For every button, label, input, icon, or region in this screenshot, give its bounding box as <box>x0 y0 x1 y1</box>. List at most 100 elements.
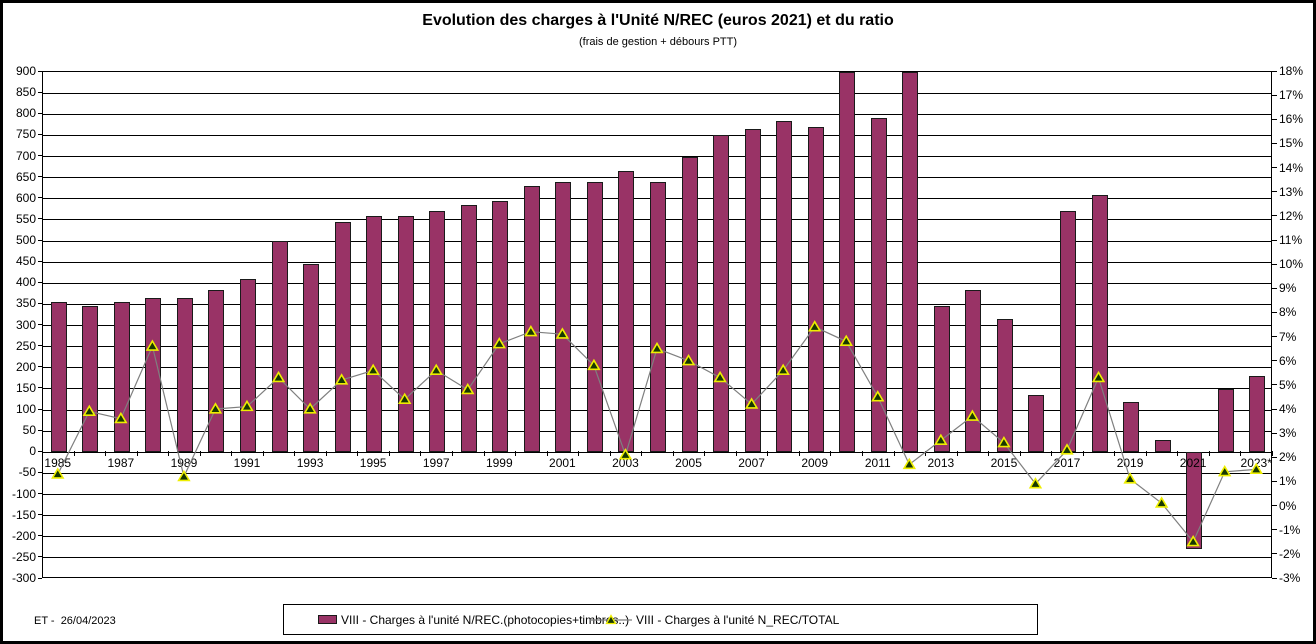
x-axis-label-2003: 2003 <box>612 456 639 471</box>
x-axis-tick <box>578 451 580 457</box>
y-axis-tick-left <box>38 302 42 304</box>
gridline <box>43 472 1271 474</box>
bar-1998 <box>460 205 477 453</box>
x-axis-tick <box>73 451 75 457</box>
plot-area <box>42 71 1272 578</box>
y-axis-tick-left <box>38 471 42 473</box>
line-series-marker-icon <box>590 613 632 624</box>
y-axis-label-left: 550 <box>15 211 36 226</box>
bar-1990 <box>208 289 225 453</box>
x-axis-label-2013: 2013 <box>927 456 955 471</box>
y-axis-label-left: 50 <box>22 423 36 438</box>
y-axis-tick-right <box>1272 577 1277 579</box>
legend: VIII - Charges à l'unité N/REC.(photocop… <box>283 604 1038 635</box>
x-axis-tick <box>862 451 863 457</box>
bar-2023 <box>1249 376 1266 453</box>
y-axis-tick-left <box>38 197 42 199</box>
x-axis-tick <box>672 451 674 457</box>
legend-item-line: VIII - Charges à l'unité N_REC/TOTAL <box>590 605 839 634</box>
y-axis-label-left: 700 <box>15 148 36 163</box>
x-axis-tick <box>893 451 895 457</box>
x-axis-tick <box>231 451 233 457</box>
x-axis-tick <box>105 451 107 457</box>
y-axis-tick-right <box>1272 94 1277 96</box>
bar-2015 <box>996 319 1013 453</box>
x-axis-tick <box>1082 451 1084 457</box>
y-axis-tick-right <box>1272 360 1277 362</box>
x-axis-label-1993: 1993 <box>296 456 324 471</box>
y-axis-label-left: -50 <box>18 465 36 480</box>
y-axis-tick-right <box>1272 142 1277 144</box>
y-axis-label-left: 650 <box>15 169 36 184</box>
y-axis-label-left: 200 <box>15 359 36 374</box>
y-axis-tick-right <box>1272 118 1277 120</box>
bar-1997 <box>429 211 446 453</box>
bar-2012 <box>902 72 919 453</box>
y-axis-label-right: 15% <box>1279 136 1304 151</box>
x-axis-tick <box>1019 451 1021 457</box>
y-axis-tick-left <box>38 324 42 325</box>
bar-2000 <box>523 186 540 453</box>
gridline <box>43 494 1271 495</box>
bar-1986 <box>82 306 99 453</box>
bar-2009 <box>807 126 824 453</box>
y-axis-tick-right <box>1272 311 1277 313</box>
y-axis-tick-right <box>1272 287 1277 289</box>
x-axis-tick <box>357 451 359 457</box>
x-axis-label-2007: 2007 <box>738 456 765 471</box>
bar-2001 <box>555 181 572 453</box>
x-axis-tick <box>1177 451 1179 457</box>
gridline <box>43 156 1271 157</box>
y-axis-tick-right <box>1272 456 1277 458</box>
y-axis-tick-left <box>38 577 42 579</box>
y-axis-tick-right <box>1272 70 1277 72</box>
y-axis-label-left: 850 <box>15 85 36 100</box>
bar-2003 <box>618 171 635 453</box>
y-axis-tick-left <box>38 408 42 410</box>
bar-1989 <box>176 298 193 453</box>
y-axis-label-right: 17% <box>1279 88 1304 103</box>
y-axis-tick-right <box>1272 191 1277 193</box>
x-axis-tick <box>1272 451 1273 457</box>
x-axis-label-1987: 1987 <box>107 456 135 471</box>
y-axis-tick-left <box>38 239 42 241</box>
bar-2022 <box>1217 388 1234 453</box>
y-axis-tick-right <box>1272 529 1277 531</box>
y-axis-label-right: -1% <box>1279 522 1301 537</box>
y-axis-label-left: 600 <box>15 190 36 205</box>
y-axis-tick-right <box>1272 505 1277 507</box>
y-axis-label-left: -100 <box>11 486 36 501</box>
y-axis-tick-left <box>38 535 42 537</box>
y-axis-label-right: 18% <box>1279 64 1304 78</box>
x-axis-label-1991: 1991 <box>233 456 261 471</box>
y-axis-tick-left <box>38 70 42 72</box>
x-axis-label-2021: 2021 <box>1179 456 1207 471</box>
y-axis-tick-left <box>38 450 42 452</box>
y-axis-label-right: 7% <box>1279 329 1297 344</box>
legend-item-bars: VIII - Charges à l'unité N/REC.(photocop… <box>318 605 629 634</box>
legend-line-label: VIII - Charges à l'unité N_REC/TOTAL <box>636 612 840 627</box>
y-axis-label-right: 9% <box>1279 281 1297 296</box>
bar-1991 <box>240 279 256 453</box>
x-axis-label-2015: 2015 <box>990 456 1018 471</box>
bar-1999 <box>492 200 509 453</box>
y-axis-tick-left <box>38 112 42 114</box>
gridline <box>43 113 1271 115</box>
x-axis-tick <box>136 451 138 457</box>
y-axis-tick-right <box>1272 239 1277 241</box>
y-axis-label-right: 16% <box>1279 112 1304 127</box>
chart-title: Evolution des charges à l'Unité N/REC (e… <box>422 12 894 29</box>
y-axis-tick-left <box>38 556 42 558</box>
bar-2016 <box>1028 395 1045 453</box>
y-axis-tick-left <box>38 387 42 389</box>
bar-1992 <box>271 241 288 453</box>
y-axis-label-left: 250 <box>15 338 36 353</box>
y-axis-label-right: 13% <box>1279 184 1304 199</box>
y-axis-tick-right <box>1272 384 1277 386</box>
y-axis-tick-right <box>1272 408 1277 410</box>
x-axis-tick <box>1051 451 1053 457</box>
x-axis-tick <box>262 451 264 457</box>
y-axis-tick-left <box>38 91 42 93</box>
y-axis-label-right: 0% <box>1279 498 1297 513</box>
y-axis-label-right: 10% <box>1279 257 1304 272</box>
